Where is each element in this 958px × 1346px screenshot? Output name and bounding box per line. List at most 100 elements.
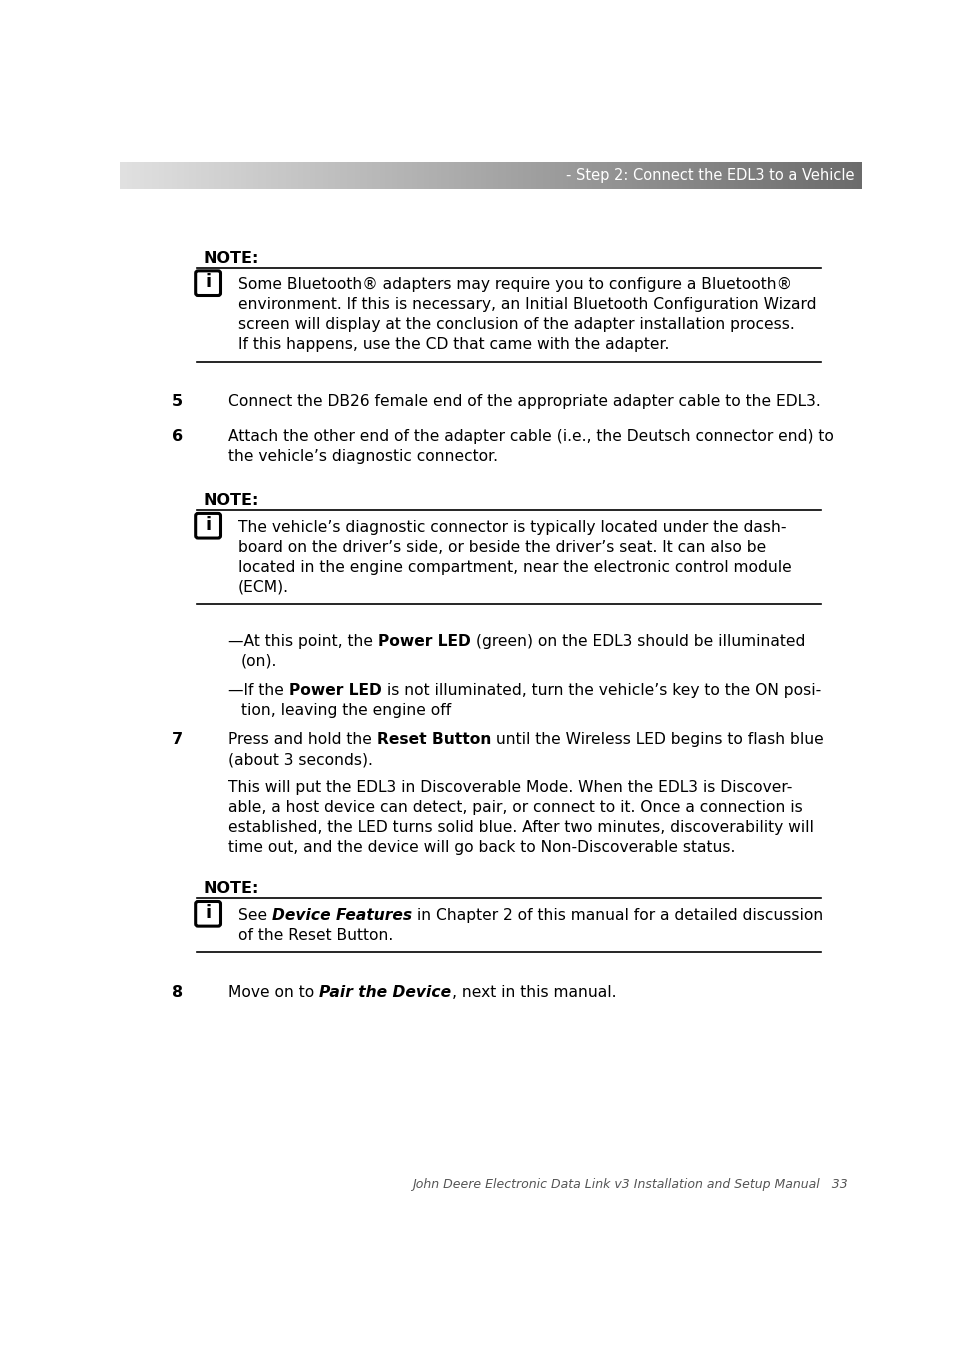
Bar bbox=[718, 162, 722, 190]
Bar bbox=[301, 162, 304, 190]
Text: —At this point, the: —At this point, the bbox=[228, 634, 378, 649]
Bar bbox=[540, 162, 544, 190]
Bar bbox=[152, 162, 155, 190]
Bar bbox=[370, 162, 373, 190]
Bar bbox=[399, 162, 402, 190]
Bar bbox=[157, 162, 160, 190]
Bar bbox=[765, 162, 769, 190]
Bar bbox=[392, 162, 396, 190]
Bar bbox=[379, 162, 383, 190]
Bar bbox=[759, 162, 762, 190]
Bar bbox=[315, 162, 318, 190]
Bar bbox=[320, 162, 324, 190]
Bar bbox=[842, 162, 846, 190]
Bar bbox=[622, 162, 626, 190]
Text: Connect the DB26 female end of the appropriate adapter cable to the EDL3.: Connect the DB26 female end of the appro… bbox=[228, 394, 821, 409]
Bar bbox=[511, 162, 514, 190]
Bar bbox=[204, 162, 207, 190]
Bar bbox=[513, 162, 516, 190]
Bar bbox=[365, 162, 368, 190]
Bar bbox=[182, 162, 185, 190]
Bar bbox=[194, 162, 197, 190]
Bar bbox=[717, 162, 719, 190]
Text: This will put the EDL3 in Discoverable Mode. When the EDL3 is Discover-: This will put the EDL3 in Discoverable M… bbox=[228, 779, 792, 795]
Bar bbox=[412, 162, 415, 190]
Bar bbox=[484, 162, 487, 190]
Bar bbox=[526, 162, 529, 190]
Bar bbox=[348, 162, 351, 190]
Bar bbox=[209, 162, 212, 190]
Bar bbox=[625, 162, 627, 190]
Bar bbox=[556, 162, 559, 190]
Bar bbox=[276, 162, 279, 190]
Bar bbox=[721, 162, 724, 190]
Bar bbox=[145, 162, 148, 190]
Bar bbox=[662, 162, 665, 190]
Bar bbox=[726, 162, 729, 190]
Bar bbox=[340, 162, 343, 190]
Text: Power LED: Power LED bbox=[289, 682, 381, 697]
Bar bbox=[808, 162, 811, 190]
Bar bbox=[243, 162, 247, 190]
Text: , next in this manual.: , next in this manual. bbox=[451, 985, 616, 1000]
Bar bbox=[236, 162, 240, 190]
Bar bbox=[828, 162, 831, 190]
Text: Move on to: Move on to bbox=[228, 985, 319, 1000]
FancyBboxPatch shape bbox=[195, 513, 220, 538]
Bar bbox=[214, 162, 217, 190]
Text: i: i bbox=[205, 273, 211, 292]
Bar bbox=[318, 162, 321, 190]
Bar bbox=[431, 162, 435, 190]
Bar bbox=[803, 162, 806, 190]
Text: board on the driver’s side, or beside the driver’s seat. It can also be: board on the driver’s side, or beside th… bbox=[238, 540, 765, 555]
Bar bbox=[354, 162, 358, 190]
Bar bbox=[664, 162, 668, 190]
Bar bbox=[592, 162, 596, 190]
Bar bbox=[853, 162, 855, 190]
Text: Attach the other end of the adapter cable (i.e., the Deutsch connector end) to: Attach the other end of the adapter cabl… bbox=[228, 429, 834, 444]
Text: Reset Button: Reset Button bbox=[377, 732, 491, 747]
Bar bbox=[706, 162, 710, 190]
Bar bbox=[756, 162, 759, 190]
Bar bbox=[437, 162, 440, 190]
Bar bbox=[165, 162, 168, 190]
Bar bbox=[798, 162, 801, 190]
Bar bbox=[212, 162, 215, 190]
Bar bbox=[486, 162, 490, 190]
Bar bbox=[426, 162, 430, 190]
Bar bbox=[674, 162, 677, 190]
Bar bbox=[694, 162, 697, 190]
Bar bbox=[332, 162, 336, 190]
Bar bbox=[390, 162, 393, 190]
Bar bbox=[684, 162, 687, 190]
Bar bbox=[847, 162, 851, 190]
Bar bbox=[402, 162, 405, 190]
Bar bbox=[461, 162, 465, 190]
Bar bbox=[604, 162, 608, 190]
Bar bbox=[562, 162, 566, 190]
Text: is not illuminated, turn the vehicle’s key to the ON posi-: is not illuminated, turn the vehicle’s k… bbox=[381, 682, 821, 697]
Bar bbox=[481, 162, 485, 190]
Bar bbox=[137, 162, 140, 190]
Bar bbox=[620, 162, 623, 190]
Bar bbox=[845, 162, 848, 190]
Bar bbox=[464, 162, 467, 190]
Bar bbox=[298, 162, 301, 190]
Bar bbox=[679, 162, 682, 190]
Bar bbox=[353, 162, 355, 190]
Bar bbox=[253, 162, 257, 190]
Bar bbox=[607, 162, 610, 190]
Text: If this happens, use the CD that came with the adapter.: If this happens, use the CD that came wi… bbox=[238, 336, 669, 353]
Text: tion, leaving the engine off: tion, leaving the engine off bbox=[240, 703, 451, 717]
Text: NOTE:: NOTE: bbox=[203, 250, 259, 267]
Text: i: i bbox=[205, 516, 211, 534]
Text: time out, and the device will go back to Non-Discoverable status.: time out, and the device will go back to… bbox=[228, 840, 736, 855]
Text: the vehicle’s diagnostic connector.: the vehicle’s diagnostic connector. bbox=[228, 448, 498, 464]
Bar bbox=[357, 162, 360, 190]
Bar bbox=[503, 162, 507, 190]
Bar bbox=[123, 162, 125, 190]
Bar bbox=[790, 162, 793, 190]
Bar bbox=[667, 162, 670, 190]
Text: established, the LED turns solid blue. After two minutes, discoverability will: established, the LED turns solid blue. A… bbox=[228, 820, 814, 835]
Bar bbox=[515, 162, 519, 190]
